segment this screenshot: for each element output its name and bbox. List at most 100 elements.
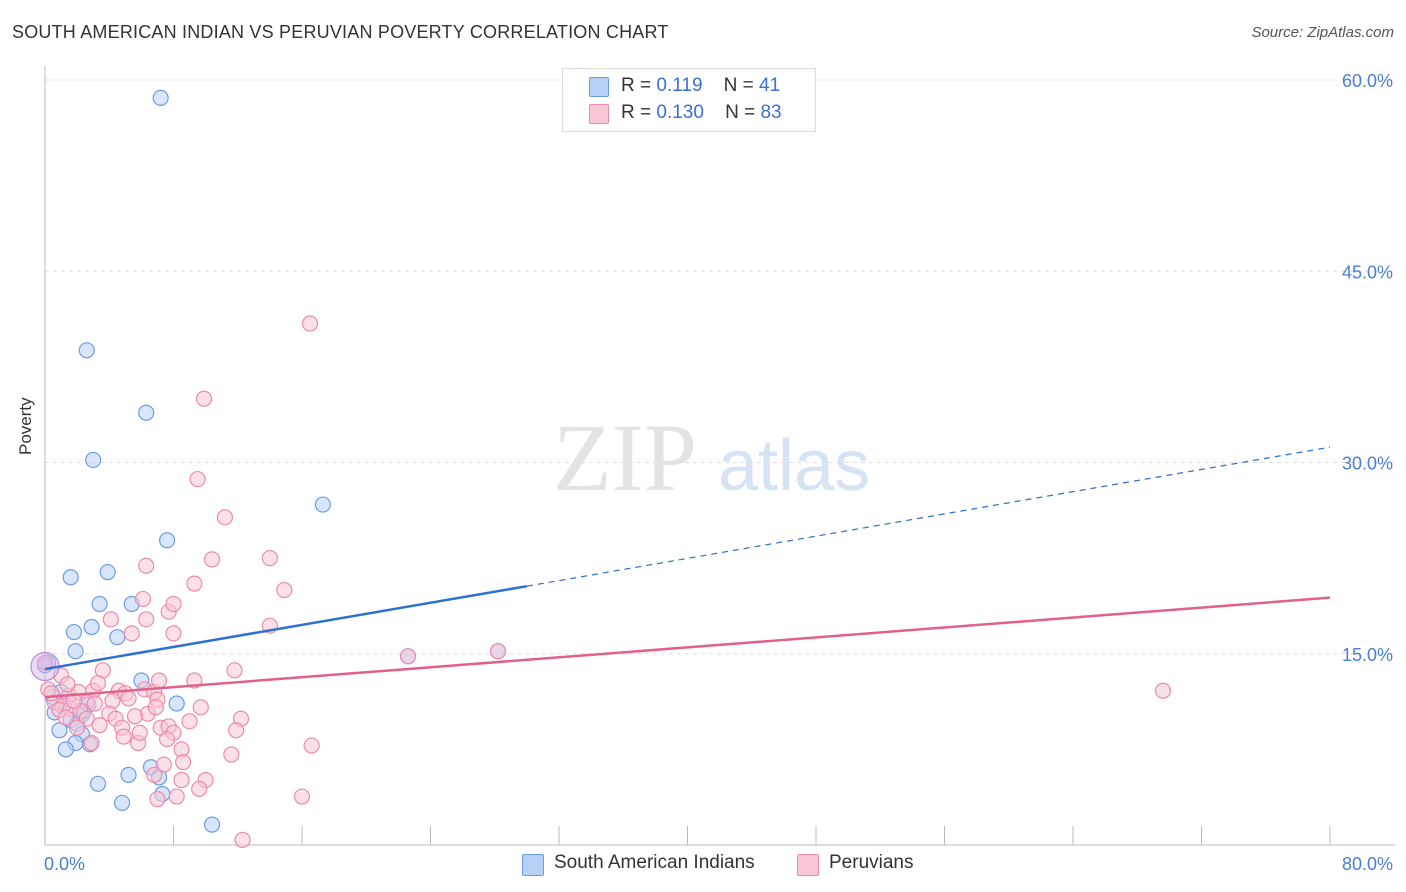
axes bbox=[44, 66, 1395, 846]
y-tick-label: 45.0% bbox=[1342, 262, 1393, 282]
point-south-american-indian bbox=[65, 623, 83, 641]
point-peruvian bbox=[489, 643, 507, 660]
point-south-american-indian bbox=[113, 794, 131, 812]
watermark-atlas: atlas bbox=[718, 426, 870, 506]
point-peruvian bbox=[203, 551, 221, 568]
point-peruvian bbox=[131, 724, 148, 741]
point-peruvian bbox=[147, 699, 164, 716]
point-peruvian bbox=[91, 717, 108, 734]
point-peruvian bbox=[192, 699, 209, 716]
point-peruvian bbox=[173, 771, 190, 789]
bottom-legend-swatch-pink bbox=[797, 854, 819, 876]
point-peruvian bbox=[195, 390, 213, 407]
chart-source: Source: ZipAtlas.com bbox=[1251, 24, 1394, 41]
point-peruvian bbox=[150, 672, 168, 689]
point-south-american-indian bbox=[138, 404, 155, 421]
point-peruvian bbox=[168, 788, 185, 805]
grid-lines bbox=[45, 79, 1395, 655]
point-peruvian bbox=[146, 766, 163, 783]
tick-labels: 15.0% 30.0% 45.0% 60.0% 0.0% 80.0% bbox=[44, 71, 1393, 874]
point-peruvian bbox=[126, 708, 144, 725]
x-tick-label: 80.0% bbox=[1342, 854, 1393, 874]
point-peruvian bbox=[134, 590, 152, 608]
point-south-american-indian bbox=[89, 775, 107, 792]
point-peruvian bbox=[165, 625, 182, 642]
data-points bbox=[30, 89, 1172, 849]
point-peruvian bbox=[69, 719, 86, 736]
point-south-american-indian bbox=[168, 695, 185, 712]
point-south-american-indian bbox=[91, 595, 108, 613]
point-peruvian bbox=[175, 754, 192, 771]
point-south-american-indian bbox=[99, 564, 116, 581]
y-tick-label: 60.0% bbox=[1342, 71, 1393, 91]
point-peruvian bbox=[155, 756, 172, 773]
point-peruvian bbox=[115, 728, 132, 745]
point-peruvian bbox=[138, 557, 155, 574]
point-peruvian bbox=[65, 692, 83, 710]
legend-n-label: N = bbox=[723, 75, 754, 96]
point-peruvian bbox=[149, 790, 166, 808]
legend-r-value: 0.119 bbox=[656, 75, 703, 96]
point-peruvian bbox=[303, 737, 320, 754]
point-peruvian bbox=[123, 625, 140, 642]
point-peruvian bbox=[186, 575, 203, 592]
legend-r-label: R = bbox=[621, 75, 652, 96]
chart-title: SOUTH AMERICAN INDIAN VS PERUVIAN POVERT… bbox=[12, 22, 669, 42]
point-peruvian bbox=[226, 662, 243, 679]
point-peruvian bbox=[216, 509, 233, 526]
trend-line-peruvians bbox=[44, 596, 1331, 699]
point-peruvian bbox=[43, 685, 60, 702]
trend-line-south-american-indians-extension bbox=[526, 446, 1331, 587]
point-peruvian bbox=[89, 674, 107, 692]
trend-lines bbox=[44, 446, 1331, 699]
point-peruvian bbox=[301, 315, 319, 332]
point-peruvian bbox=[191, 780, 208, 798]
point-south-american-indian bbox=[314, 496, 331, 513]
point-peruvian bbox=[293, 788, 311, 805]
point-south-american-indian bbox=[57, 741, 74, 758]
point-peruvian bbox=[138, 611, 155, 628]
point-peruvian bbox=[165, 595, 182, 613]
legend-r-label: R = bbox=[621, 102, 652, 123]
legend-swatch-pink bbox=[589, 104, 609, 124]
point-south-american-indian bbox=[152, 89, 169, 106]
y-tick-label: 30.0% bbox=[1342, 454, 1393, 474]
legend-n-value: 83 bbox=[760, 102, 782, 123]
legend-r-value: 0.130 bbox=[656, 102, 704, 123]
watermark: ZIP atlas bbox=[553, 404, 870, 511]
point-peruvian bbox=[1154, 682, 1172, 699]
point-south-american-indian bbox=[62, 569, 79, 586]
point-peruvian bbox=[261, 550, 278, 567]
point-peruvian bbox=[102, 611, 119, 628]
point-south-american-indian bbox=[158, 532, 176, 549]
legend-n-label: N = bbox=[725, 102, 756, 123]
bottom-legend-swatch-blue bbox=[522, 854, 544, 876]
point-south-american-indian bbox=[51, 722, 68, 739]
point-peruvian bbox=[181, 713, 198, 730]
bottom-legend-label: South American Indians bbox=[554, 852, 755, 873]
trend-line-south-american-indians bbox=[44, 584, 528, 671]
point-peruvian bbox=[86, 695, 103, 712]
watermark-zip: ZIP bbox=[553, 404, 697, 511]
point-peruvian bbox=[189, 470, 206, 488]
point-peruvian bbox=[83, 734, 100, 752]
point-south-american-indian bbox=[83, 618, 100, 636]
point-peruvian bbox=[223, 746, 240, 763]
point-peruvian bbox=[57, 709, 74, 726]
legend: R = 0.119 N = 41 R = 0.130 N = 83 bbox=[562, 68, 816, 132]
point-peruvian bbox=[228, 722, 245, 739]
point-peruvian bbox=[59, 676, 76, 693]
point-south-american-indian bbox=[85, 451, 102, 469]
y-tick-label: 15.0% bbox=[1342, 645, 1393, 665]
point-south-american-indian bbox=[67, 643, 84, 660]
point-south-american-indian bbox=[109, 629, 126, 646]
legend-swatch-blue bbox=[589, 77, 609, 97]
point-south-american-indian bbox=[203, 816, 221, 833]
bottom-legend-label: Peruvians bbox=[829, 852, 914, 873]
point-peruvian bbox=[399, 648, 417, 665]
point-south-american-indian bbox=[78, 342, 95, 359]
point-peruvian bbox=[234, 831, 251, 849]
x-tick-label: 0.0% bbox=[44, 854, 85, 874]
point-south-american-indian bbox=[120, 766, 137, 783]
